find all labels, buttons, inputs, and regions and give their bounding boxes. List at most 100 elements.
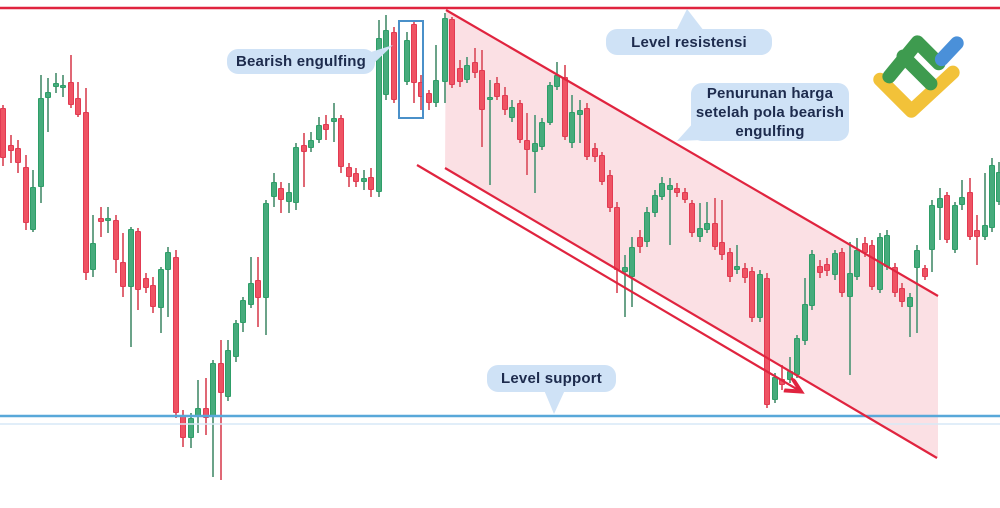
- candle-bearish: [502, 95, 508, 110]
- candle-wick: [489, 80, 491, 185]
- annotation-bearish-engulfing: Bearish engulfing: [227, 49, 375, 74]
- candle-bullish: [802, 304, 808, 341]
- candle-wick: [100, 207, 102, 237]
- annotation-tail: [371, 45, 393, 66]
- candle-bearish: [727, 252, 733, 277]
- candle-bullish: [847, 273, 853, 297]
- candle-bullish: [854, 250, 860, 277]
- candle-bearish: [457, 68, 463, 82]
- liteforex-logo: [873, 35, 964, 118]
- candle-bearish: [203, 408, 209, 418]
- candle-bearish: [135, 231, 141, 290]
- candle-bearish: [749, 271, 755, 318]
- candle-bearish: [426, 93, 432, 103]
- candle-bearish: [449, 19, 455, 85]
- candle-bearish: [479, 70, 485, 110]
- candle-bullish: [442, 18, 448, 82]
- candle-bullish: [45, 92, 51, 98]
- candle-bearish: [68, 82, 74, 105]
- candle-bearish: [607, 175, 613, 208]
- candle-bearish: [173, 257, 179, 413]
- candle-wick: [212, 360, 214, 477]
- candle-wick: [706, 202, 708, 233]
- channel-lower-trendline: [444, 167, 938, 459]
- candle-bullish: [286, 192, 292, 202]
- candle-bullish: [952, 205, 958, 250]
- candle-bullish: [659, 183, 665, 197]
- candle-bearish: [353, 173, 359, 182]
- candle-bullish: [539, 122, 545, 147]
- candle-bearish: [338, 118, 344, 167]
- candle-bearish: [517, 103, 523, 140]
- candle-bullish: [697, 228, 703, 237]
- candle-bullish: [569, 112, 575, 143]
- candle-bullish: [487, 97, 493, 100]
- candle-wick: [205, 378, 207, 435]
- logo-green-chevron: [882, 35, 946, 84]
- candle-bearish: [494, 83, 500, 97]
- candle-bearish: [719, 242, 725, 255]
- candle-wick: [669, 178, 671, 245]
- candle-wick: [781, 365, 783, 390]
- candle-bearish: [742, 268, 748, 278]
- candle-bearish: [839, 252, 845, 293]
- candle-wick: [721, 200, 723, 260]
- bearish-engulfing-highlight-box: [398, 20, 424, 119]
- candle-bullish: [128, 229, 134, 287]
- candle-bearish: [562, 77, 568, 137]
- candle-bullish: [225, 350, 231, 397]
- candle-bullish: [667, 185, 673, 190]
- candle-bullish: [547, 85, 553, 123]
- candle-bullish: [60, 85, 66, 88]
- candle-bearish: [278, 188, 284, 200]
- candle-bullish: [263, 203, 269, 298]
- candle-bearish: [869, 245, 875, 287]
- candle-bearish: [301, 145, 307, 152]
- candle-wick: [435, 45, 437, 107]
- candle-bullish: [907, 297, 913, 307]
- candle-bullish: [271, 182, 277, 197]
- candle-bearish: [120, 262, 126, 287]
- candle-wick: [976, 215, 978, 265]
- annotation-level-support: Level support: [487, 365, 616, 392]
- candle-bearish: [922, 268, 928, 277]
- annotation-tail: [544, 390, 565, 414]
- candle-bearish: [712, 223, 718, 247]
- candle-bearish: [764, 278, 770, 405]
- candle-wick: [789, 357, 791, 383]
- candle-wick: [333, 103, 335, 142]
- candle-bullish: [38, 98, 44, 187]
- candle-bearish: [592, 148, 598, 157]
- candle-bullish: [105, 218, 111, 221]
- logo-yellow-check: [873, 65, 960, 118]
- candle-bullish: [914, 250, 920, 268]
- annotation-text: Penurunan harga setelah pola bearish eng…: [695, 84, 845, 140]
- annotation-tail: [676, 9, 704, 31]
- candle-bullish: [929, 205, 935, 250]
- candle-bullish: [734, 266, 740, 270]
- candle-bearish: [472, 62, 478, 73]
- candle-bearish: [584, 108, 590, 157]
- candle-wick: [303, 133, 305, 187]
- candle-bullish: [240, 300, 246, 323]
- logo-green-bar: [896, 49, 938, 91]
- candle-bearish: [944, 195, 950, 240]
- candle-bullish: [308, 140, 314, 148]
- candle-bearish: [218, 363, 224, 393]
- candle-bullish: [233, 323, 239, 357]
- candle-bearish: [255, 280, 261, 298]
- candle-bearish: [824, 264, 830, 271]
- candle-bullish: [704, 223, 710, 230]
- candle-bearish: [23, 167, 29, 223]
- candle-bearish: [637, 237, 643, 247]
- candle-bearish: [75, 98, 81, 115]
- candle-bullish: [652, 195, 658, 213]
- candle-bullish: [331, 118, 337, 122]
- candle-bearish: [368, 177, 374, 190]
- candle-bullish: [293, 147, 299, 203]
- candle-wick: [909, 293, 911, 337]
- candle-bearish: [599, 155, 605, 182]
- candle-bearish: [83, 112, 89, 273]
